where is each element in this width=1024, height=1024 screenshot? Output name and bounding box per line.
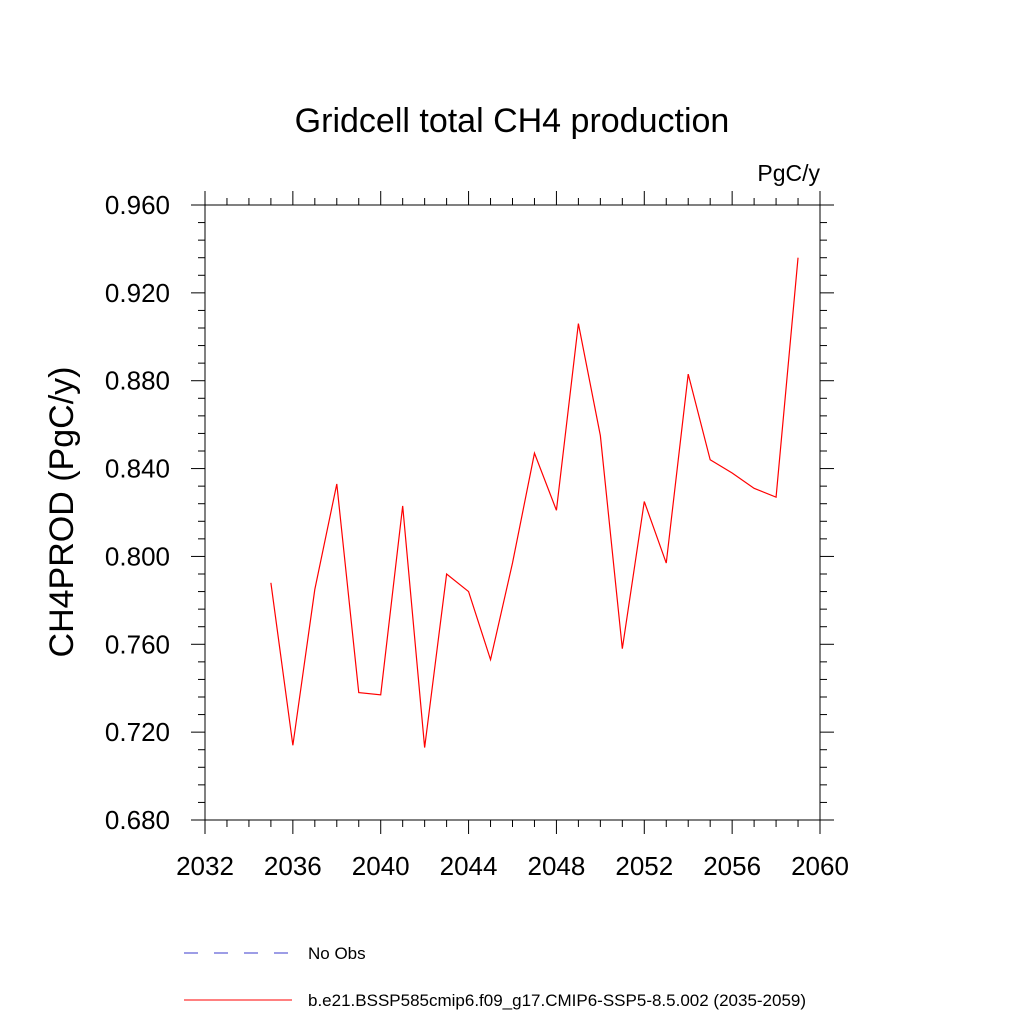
y-tick-label: 0.880	[105, 366, 170, 396]
series-line	[270, 257, 799, 748]
x-tick-label: 2056	[703, 851, 761, 881]
x-tick-label: 2048	[528, 851, 586, 881]
y-tick-label: 0.960	[105, 190, 170, 220]
y-axis-label: CH4PROD (PgC/y)	[43, 367, 81, 658]
y-axis: 0.680 0.720 0.760 0.800 0.840 0.880 0.920 0.960	[105, 190, 834, 835]
y-tick-label: 0.680	[105, 805, 170, 835]
x-tick-label: 2052	[615, 851, 673, 881]
legend: No Obs b.e21.BSSP585cmip6.f09_g17.CMIP6-S…	[184, 944, 806, 1010]
plot-frame	[204, 204, 821, 821]
series-layer	[270, 257, 799, 748]
x-tick-label: 2040	[352, 851, 410, 881]
x-tick-label: 2060	[791, 851, 849, 881]
x-tick-label: 2044	[440, 851, 498, 881]
y-tick-label: 0.800	[105, 541, 170, 571]
units-label: PgC/y	[757, 160, 820, 186]
legend-label: b.e21.BSSP585cmip6.f09_g17.CMIP6-SSP5-8.…	[308, 991, 806, 1010]
y-tick-label: 0.840	[105, 454, 170, 484]
y-tick-label: 0.760	[105, 629, 170, 659]
legend-label: No Obs	[308, 944, 366, 963]
y-tick-label: 0.920	[105, 278, 170, 308]
x-tick-label: 2032	[176, 851, 234, 881]
x-axis: 2032 2036 2040 2044 2048 2052 2056 2060	[176, 191, 849, 881]
y-tick-label: 0.720	[105, 717, 170, 747]
x-tick-label: 2036	[264, 851, 322, 881]
chart-title: Gridcell total CH4 production	[295, 102, 730, 140]
